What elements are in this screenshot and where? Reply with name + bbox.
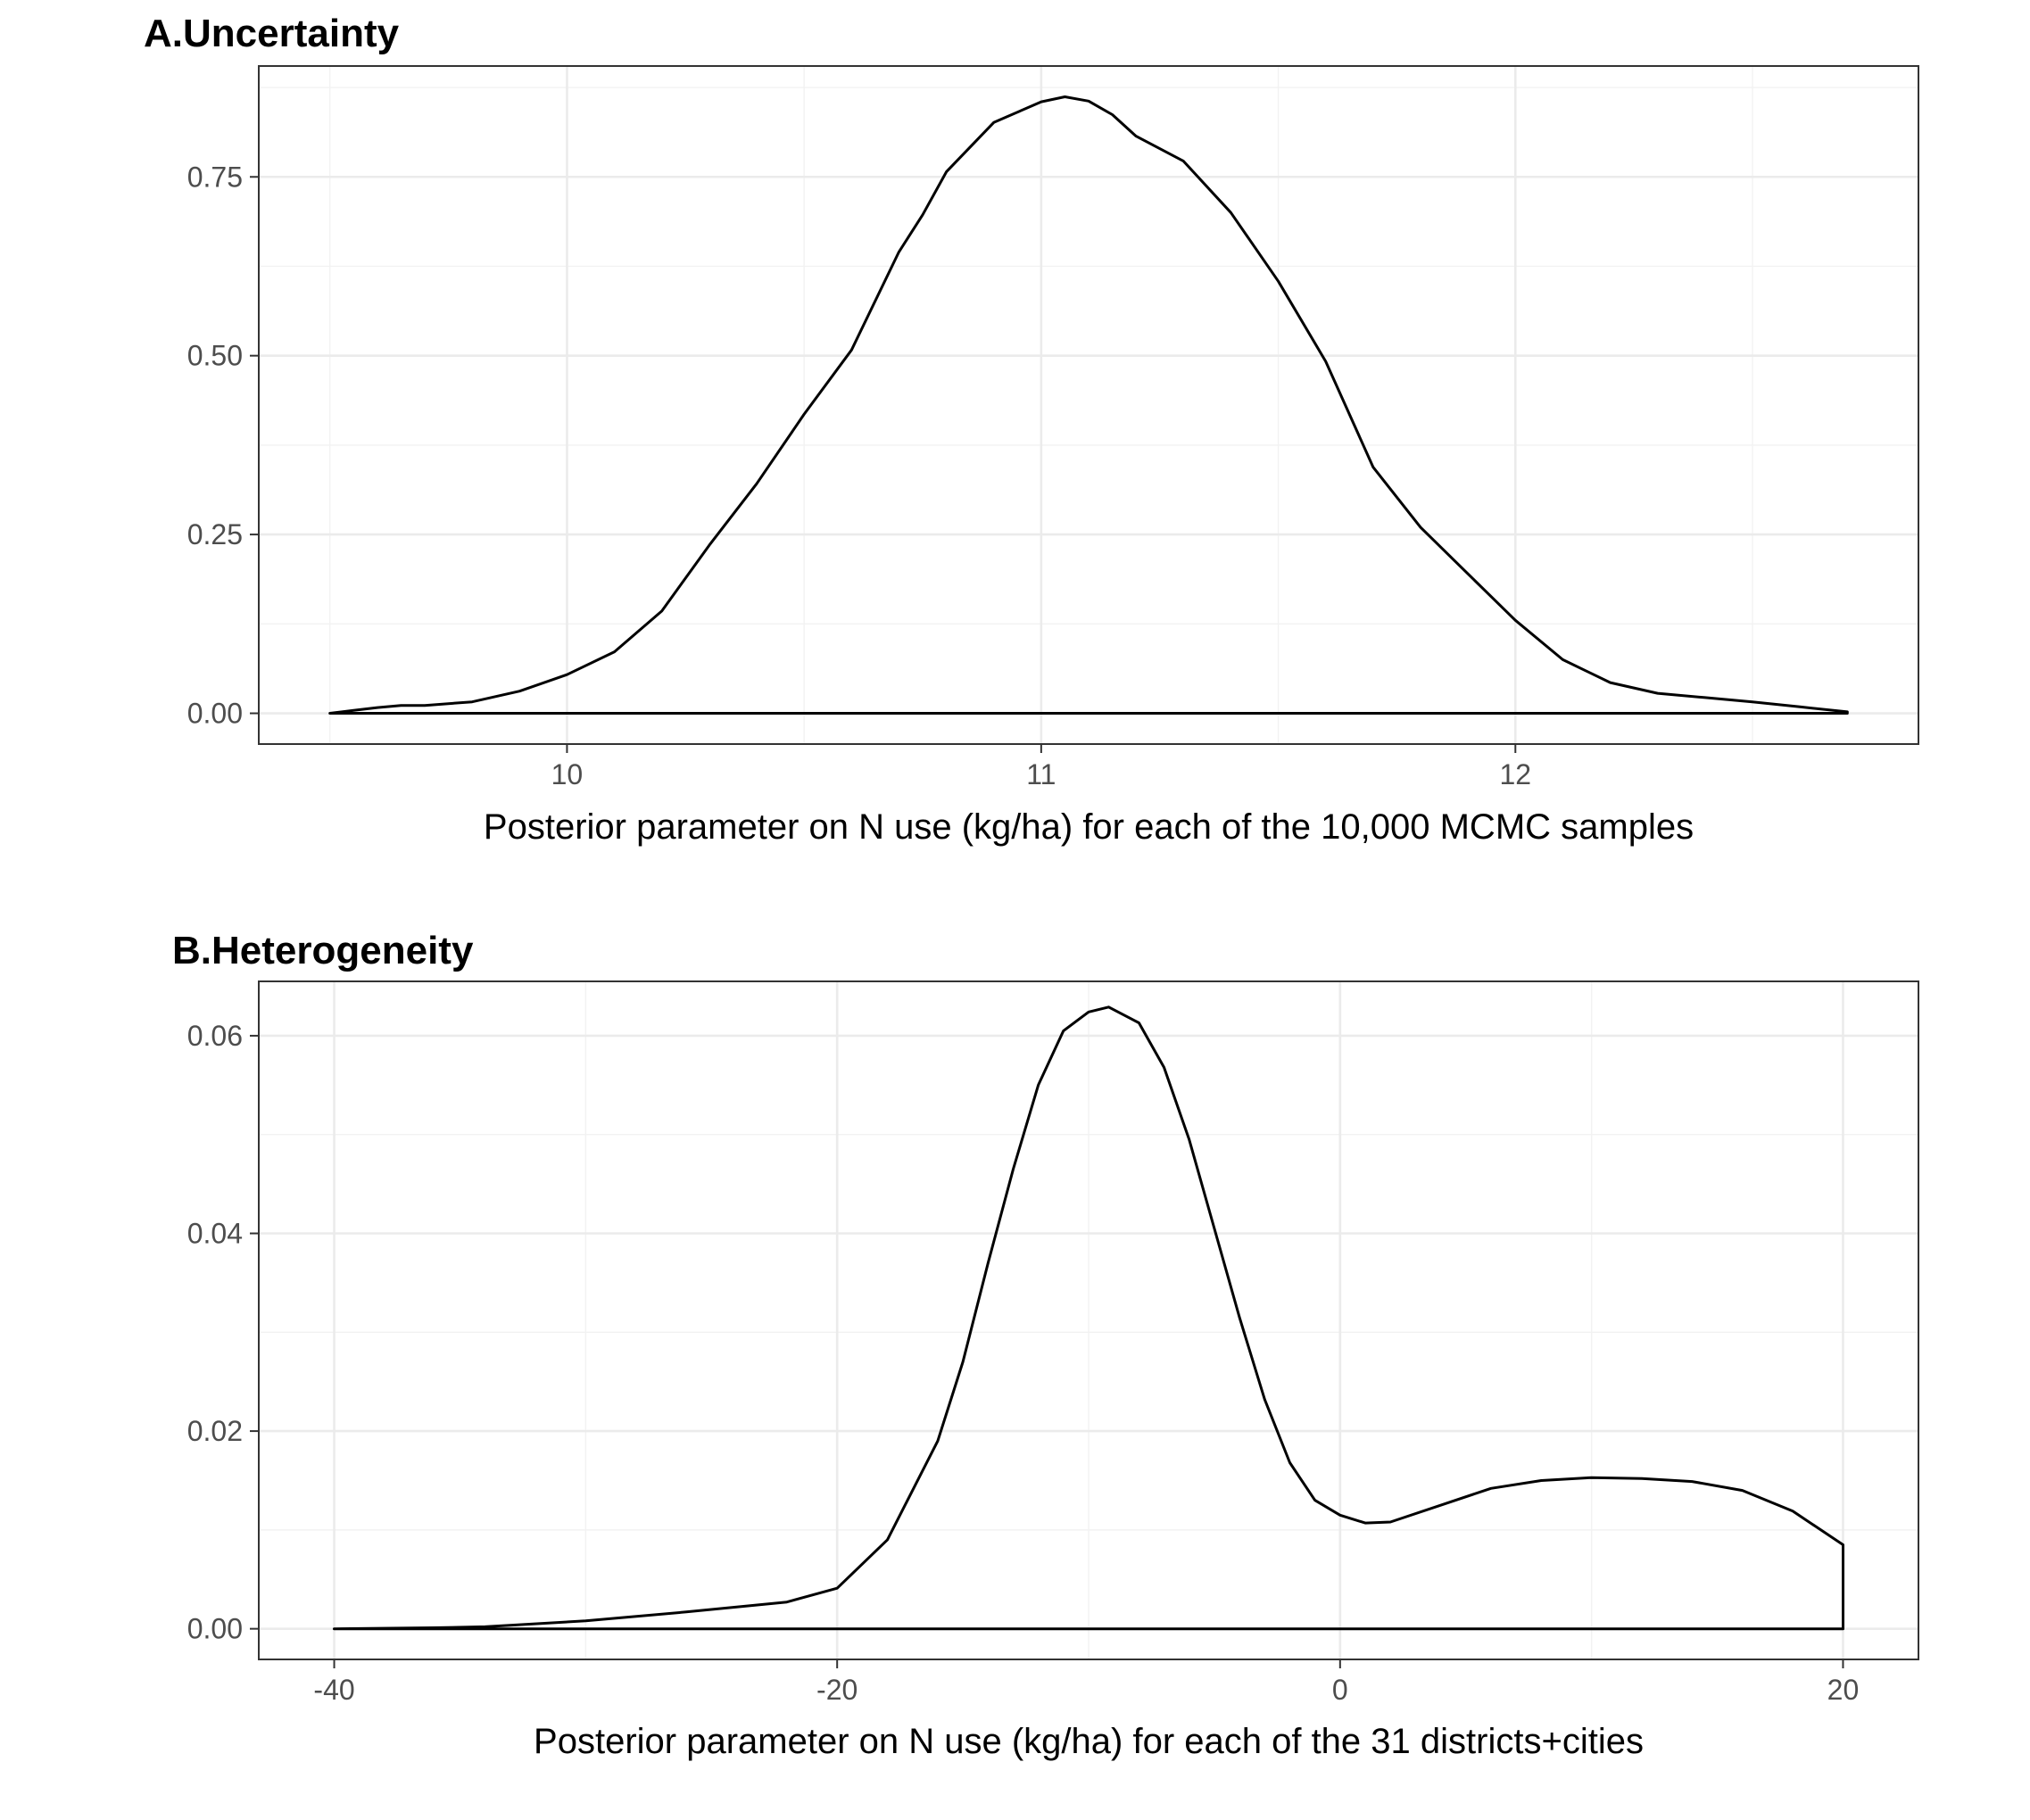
y-tick-label: 0.25 — [187, 518, 243, 550]
density-curve — [333, 1005, 1844, 1631]
panel-a: A.Uncertainty 0.00 0.25 0.50 0.75 10 11 12 Po… — [144, 12, 1919, 847]
x-tick-label: -20 — [816, 1674, 858, 1706]
panel-a-x-axis-label: Posterior parameter on N use (kg/ha) for… — [484, 807, 1694, 847]
panel-a-border — [258, 65, 1919, 745]
y-tick-label: 0.06 — [187, 1020, 243, 1052]
panel-b-grid-minor — [259, 981, 1918, 1659]
panel-a-title: A.Uncertainty — [144, 12, 400, 55]
x-tick-label: 20 — [1827, 1674, 1860, 1706]
x-tick-label: 0 — [1332, 1674, 1348, 1706]
x-tick-label: 11 — [1026, 758, 1056, 790]
panel-a-density — [328, 95, 1849, 715]
panel-b-density — [333, 1005, 1844, 1631]
panel-b-y-ticks: 0.00 0.02 0.04 0.06 — [187, 1020, 259, 1645]
panel-b-x-ticks: -40 -20 0 20 — [313, 1659, 1859, 1706]
panel-a-grid-major — [259, 66, 1918, 744]
y-tick-label: 0.00 — [187, 698, 243, 730]
panel-b-x-axis-label: Posterior parameter on N use (kg/ha) for… — [534, 1722, 1644, 1761]
y-tick-label: 0.00 — [187, 1613, 243, 1645]
x-tick-label: 10 — [551, 758, 584, 790]
y-tick-label: 0.04 — [187, 1218, 243, 1250]
y-tick-label: 0.50 — [187, 340, 243, 372]
x-tick-label: -40 — [313, 1674, 354, 1706]
panel-a-y-ticks: 0.00 0.25 0.50 0.75 — [187, 161, 259, 730]
density-curve — [328, 95, 1849, 715]
panel-b: B.Heterogeneity 0.00 0.02 0.04 0.06 -40 -20 0… — [172, 929, 1919, 1761]
panel-b-border — [258, 980, 1919, 1660]
panel-a-x-ticks: 10 11 12 — [551, 744, 1531, 790]
panel-b-title: B.Heterogeneity — [172, 929, 474, 972]
y-tick-label: 0.02 — [187, 1415, 243, 1447]
panel-a-grid-minor — [259, 66, 1918, 744]
x-tick-label: 12 — [1499, 758, 1531, 790]
y-tick-label: 0.75 — [187, 161, 243, 193]
